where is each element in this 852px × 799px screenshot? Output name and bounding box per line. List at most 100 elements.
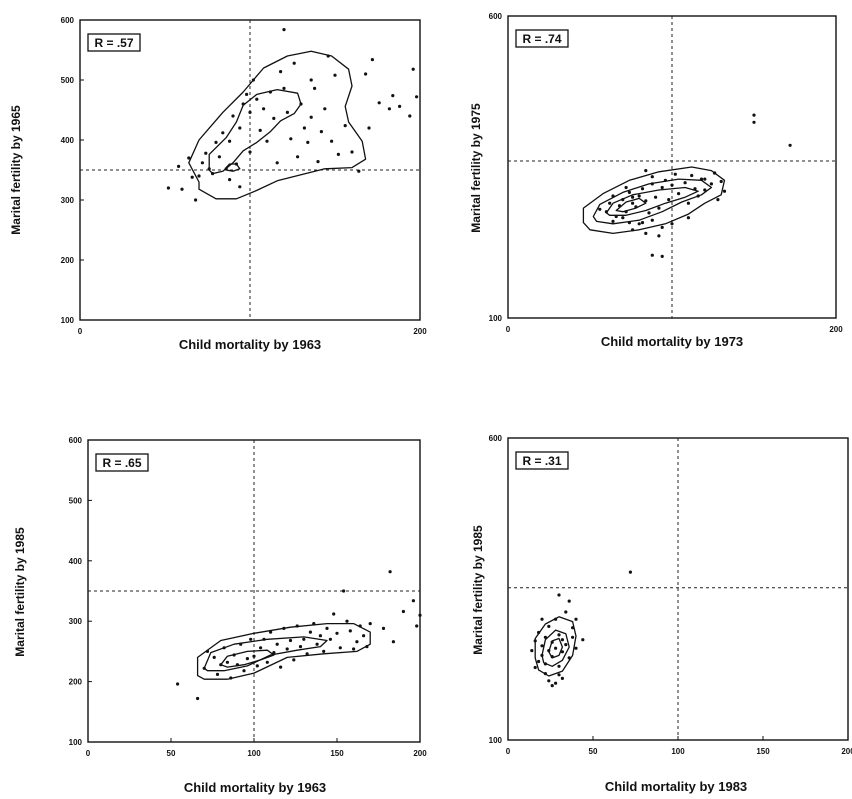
data-point (540, 617, 544, 621)
data-point (683, 181, 687, 185)
data-point (686, 216, 691, 220)
y-tick-label: 200 (69, 678, 83, 687)
y-tick-label: 600 (489, 434, 503, 443)
data-point (265, 139, 269, 143)
y-tick-label: 600 (489, 12, 503, 21)
data-point (540, 644, 544, 648)
data-point (557, 593, 561, 597)
y-axis-label: Marital fertility by 1975 (469, 103, 483, 233)
panel-bottom-right: Marital fertility by 1985 Child mortalit… (471, 434, 852, 794)
data-point (238, 126, 242, 130)
data-point (319, 130, 323, 134)
data-point (282, 626, 286, 631)
data-point (533, 639, 537, 643)
y-tick-label: 200 (61, 256, 75, 265)
data-point (663, 178, 668, 182)
data-point (248, 150, 252, 154)
data-point (644, 231, 648, 235)
y-axis-label: Marital fertility by 1965 (9, 105, 23, 235)
data-point (338, 646, 342, 650)
data-point (621, 198, 625, 202)
data-point (611, 194, 615, 198)
x-tick-label: 100 (247, 749, 261, 758)
y-tick-label: 300 (61, 196, 75, 205)
data-point (398, 104, 402, 108)
data-point (703, 188, 707, 192)
data-point (752, 120, 756, 124)
data-point (571, 635, 575, 639)
data-point (608, 201, 612, 205)
y-tick-label: 500 (69, 496, 83, 505)
data-point (335, 631, 339, 635)
data-point (560, 638, 565, 642)
y-tick-label: 300 (69, 617, 83, 626)
data-point (537, 630, 541, 635)
data-point (306, 140, 310, 144)
data-point (211, 172, 215, 176)
data-point (258, 128, 262, 132)
data-point (221, 131, 225, 135)
data-point (696, 194, 700, 198)
data-point (657, 234, 661, 238)
x-tick-label: 150 (756, 747, 770, 756)
data-point (325, 626, 329, 631)
x-tick-label: 100 (671, 747, 685, 756)
data-point (640, 221, 645, 225)
data-point (345, 619, 349, 623)
data-point (285, 647, 289, 651)
data-point (282, 86, 286, 90)
correlation-label: R = .31 (522, 454, 561, 468)
data-point (318, 634, 322, 638)
data-point (268, 90, 272, 94)
x-tick-label: 0 (78, 327, 83, 336)
y-tick-label: 600 (61, 16, 75, 25)
data-point (713, 171, 717, 175)
correlation-box (87, 33, 141, 52)
data-point (614, 214, 618, 219)
data-point (631, 228, 635, 232)
data-point (292, 658, 296, 662)
data-point (205, 649, 210, 654)
data-point (190, 175, 194, 179)
panel-bottom-left: Marital fertility by 1985 Child mortalit… (13, 436, 427, 795)
y-tick-label: 400 (69, 557, 83, 566)
data-point (657, 206, 661, 210)
data-point (571, 626, 575, 630)
data-point (647, 211, 651, 215)
data-point (408, 114, 412, 118)
correlation-label: R = .65 (102, 456, 141, 470)
data-point (305, 652, 309, 656)
y-axis-label: Marital fertility by 1985 (471, 525, 485, 655)
data-point (259, 646, 263, 650)
data-point (617, 204, 622, 208)
y-tick-label: 500 (61, 76, 75, 85)
data-point (197, 174, 201, 178)
data-point (204, 151, 208, 155)
data-point (180, 187, 184, 191)
data-point (543, 672, 548, 676)
data-point (235, 663, 239, 667)
data-point (255, 664, 259, 668)
data-point (299, 102, 303, 106)
data-point (391, 94, 395, 98)
data-point (322, 649, 326, 654)
data-point (560, 650, 565, 654)
data-point (554, 646, 558, 650)
data-point (262, 107, 266, 111)
data-point (217, 155, 221, 159)
data-point (228, 139, 232, 143)
data-point (309, 78, 313, 82)
data-point (547, 624, 551, 629)
y-tick-label: 100 (69, 738, 83, 747)
x-axis-label: Child mortality by 1963 (179, 337, 321, 352)
x-axis-label: Child mortality by 1973 (601, 334, 743, 349)
data-point (387, 107, 391, 111)
data-point (637, 222, 641, 226)
data-point (567, 656, 571, 660)
data-point (252, 654, 256, 658)
data-point (308, 630, 312, 634)
data-point (540, 653, 544, 658)
data-point (564, 610, 568, 614)
data-point (262, 637, 266, 641)
